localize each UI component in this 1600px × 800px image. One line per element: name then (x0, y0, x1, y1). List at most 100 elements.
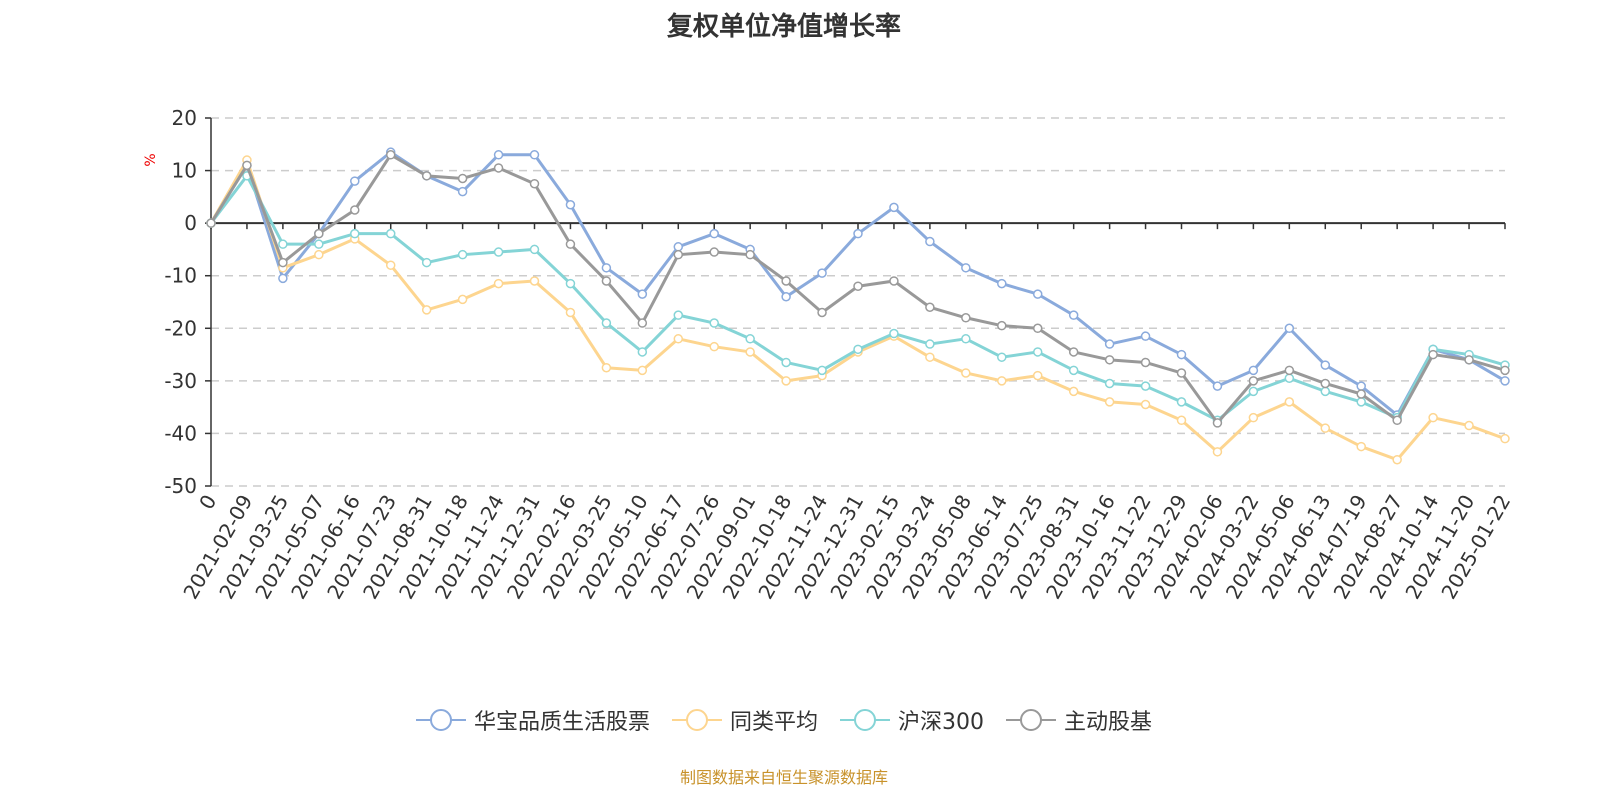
data-point (385, 150, 396, 160)
data-point (673, 249, 684, 260)
data-point (997, 376, 1007, 386)
data-point (350, 228, 360, 239)
data-point (278, 273, 288, 284)
data-point (529, 150, 540, 160)
legend-item[interactable]: 主动股基 (1006, 704, 1152, 736)
data-point (637, 318, 648, 328)
data-point (565, 278, 576, 289)
data-point (637, 289, 648, 299)
data-point (1428, 412, 1438, 423)
legend-label: 华宝品质生活股票 (473, 710, 650, 735)
data-point (493, 278, 504, 289)
data-point (601, 362, 612, 373)
y-tick-label: -50 (164, 474, 197, 498)
data-point (781, 276, 791, 286)
data-point (1284, 397, 1295, 407)
data-point (493, 163, 504, 173)
data-point (601, 318, 612, 328)
x-tick-label: 0 (194, 491, 221, 514)
data-point (817, 365, 827, 376)
data-point (529, 178, 540, 189)
data-point (1032, 347, 1043, 357)
legend-label: 同类平均 (729, 710, 818, 735)
data-point (206, 218, 216, 228)
data-point (1104, 355, 1115, 365)
data-point (1104, 378, 1115, 389)
data-point (925, 352, 935, 362)
data-point (1392, 415, 1402, 426)
data-point (889, 328, 899, 339)
data-point (781, 357, 791, 368)
data-point (1320, 423, 1331, 433)
data-point (350, 176, 360, 186)
series-line (209, 158, 1506, 462)
data-point (1176, 415, 1187, 426)
data-point (1140, 381, 1151, 391)
legend-item[interactable]: 华宝品质生活股票 (415, 704, 650, 736)
y-tick-label: 20 (172, 106, 197, 130)
data-point (493, 247, 504, 257)
data-point (1248, 412, 1259, 423)
data-point (1500, 433, 1510, 444)
data-point (1140, 331, 1151, 341)
data-point (709, 228, 719, 239)
y-axis-label: % (143, 153, 159, 166)
legend-item[interactable]: 沪深300 (840, 704, 984, 736)
data-point (1068, 365, 1079, 376)
data-point (889, 276, 899, 286)
series-1 (206, 155, 1510, 465)
data-point (457, 186, 468, 197)
data-point (673, 310, 684, 320)
data-point (1356, 389, 1366, 399)
data-point (673, 242, 684, 252)
data-point (709, 341, 719, 352)
data-point (781, 376, 791, 386)
data-point (565, 199, 576, 210)
data-point (314, 249, 324, 260)
data-point (314, 239, 324, 249)
data-point (1356, 397, 1366, 407)
data-point (457, 249, 468, 260)
data-point (1032, 289, 1043, 299)
data-point (565, 307, 576, 318)
data-point (457, 294, 468, 305)
y-tick-label: 10 (172, 159, 197, 183)
data-point (1356, 381, 1366, 391)
legend-item[interactable]: 同类平均 (671, 704, 818, 736)
data-point (314, 228, 324, 239)
data-point (1248, 386, 1259, 397)
data-point (1068, 347, 1079, 357)
data-point (529, 244, 540, 255)
y-tick-label: 0 (184, 211, 197, 235)
data-point (421, 257, 432, 268)
y-tick-label: -40 (164, 421, 197, 445)
data-point (1140, 357, 1151, 368)
data-point (278, 239, 288, 249)
data-point (457, 173, 468, 184)
legend: 华宝品质生活股票 同类平均 沪深300 主动股基 (0, 704, 1568, 736)
data-point (601, 276, 612, 286)
data-point (1464, 355, 1474, 365)
data-point (1428, 349, 1438, 360)
data-point (745, 347, 755, 357)
data-point (1212, 418, 1223, 428)
data-point (1464, 420, 1474, 431)
data-point (745, 249, 755, 260)
data-point (925, 302, 935, 313)
data-point (637, 347, 648, 357)
data-point (781, 291, 791, 302)
data-point (278, 257, 288, 268)
y-tick-label: -20 (164, 316, 197, 340)
legend-marker-icon (1006, 709, 1056, 731)
data-point (1176, 368, 1187, 378)
data-point (997, 352, 1007, 362)
data-point (1140, 399, 1151, 410)
data-point (1068, 310, 1079, 320)
data-point (385, 228, 396, 239)
data-point (1356, 441, 1366, 452)
data-point (709, 318, 719, 328)
data-point (1212, 447, 1223, 457)
legend-marker-icon (415, 709, 466, 731)
data-point (1320, 386, 1331, 397)
